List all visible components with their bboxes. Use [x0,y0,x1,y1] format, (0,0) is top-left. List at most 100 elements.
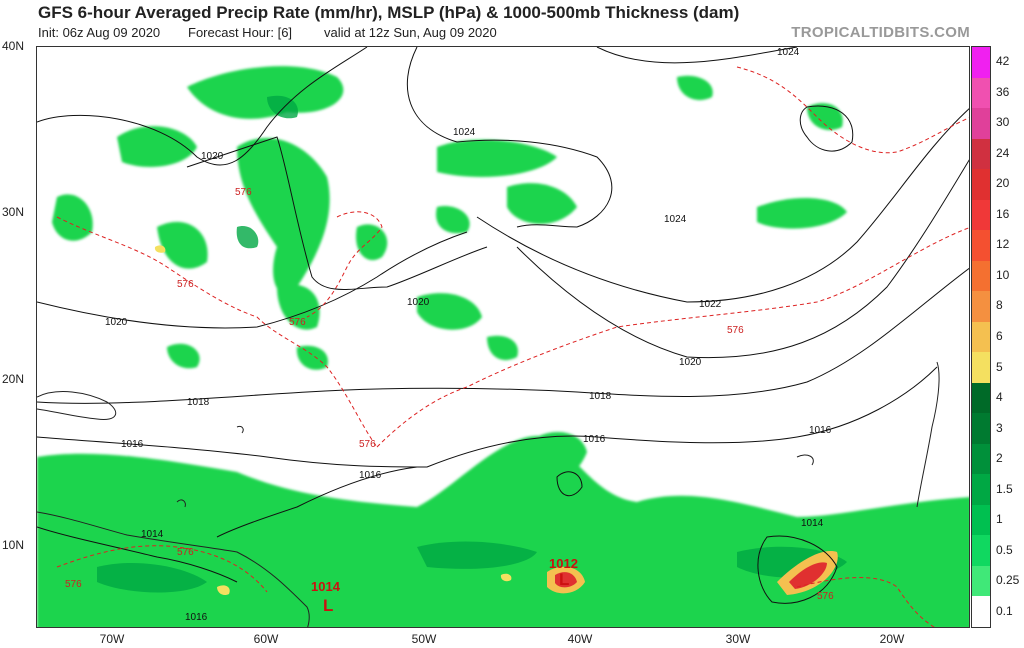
low-pressure-value: 1012 [549,556,578,571]
thickness-576-west [56,216,378,448]
precip-area-itcz [537,432,587,480]
lat-label-30n: 30N [2,205,25,219]
isobar-layer [37,47,969,604]
isobar-label: 1018 [187,397,210,408]
lon-label-60w: 60W [253,632,279,646]
isobar-label: 1014 [141,529,164,540]
colorbar-swatch [972,413,990,444]
precip-colorbar [971,46,991,628]
isobar-label: 1020 [679,357,702,368]
colorbar-swatch [972,108,990,139]
colorbar-label: 5 [996,359,1003,374]
precip-area-north [117,126,197,167]
precip-intense-layer [154,245,838,596]
map-title: GFS 6-hour Averaged Precip Rate (mm/hr),… [38,3,740,22]
isobar-1022 [476,108,969,303]
colorbar-swatch [972,535,990,566]
colorbar-label: 16 [996,206,1010,221]
colorbar-swatch [972,138,990,170]
low-pressure-markers: 1014 L 1012 L [311,556,578,615]
coastline [796,454,814,466]
brand-logo: TROPICALTIDBITS.COM [791,24,970,41]
coastline [37,391,117,421]
lon-label-70w: 70W [99,632,125,646]
map-canvas: 1024 1024 1024 1020 1020 1020 1020 1022 … [37,47,969,627]
thickness-576-east [796,577,935,627]
coastline [916,361,940,508]
isobar-label: 1018 [589,391,612,402]
thickness-label: 576 [177,547,194,558]
thickness-label: 576 [289,317,306,328]
isobar-1014-east [757,535,838,604]
coastline [176,499,186,508]
thickness-576-south [56,545,268,593]
coastline [37,511,310,627]
isobar-1024-east [406,47,613,228]
thickness-576-central [376,227,969,448]
isobar-1016-north [37,366,938,468]
isobar-1018 [37,267,969,404]
isobar-label: 1020 [105,317,128,328]
lon-label-40w: 40W [567,632,593,646]
precip-core [500,573,512,582]
coastline [236,426,244,434]
precip-area-north [436,206,470,234]
isobar-label: 1024 [664,214,687,225]
weather-map: 1024 1024 1024 1020 1020 1020 1020 1022 … [36,46,970,628]
precip-area-north [807,103,843,131]
low-symbol: L [559,570,569,589]
colorbar-label: 1.5 [996,481,1013,496]
isobar-1024-north [596,47,798,64]
precip-area-north [167,343,200,369]
precip-area-itcz [37,541,82,567]
colorbar-swatch [972,169,990,200]
isobar-label: 1016 [583,434,606,445]
precip-cell [417,541,537,569]
colorbar-swatch [972,321,990,353]
colorbar-swatch [972,199,990,231]
lon-label-30w: 30W [725,632,751,646]
colorbar-swatch [972,382,990,414]
isobar-label: 1024 [777,47,800,58]
isobar-1024-ring [799,105,854,152]
colorbar-swatch [972,260,990,292]
lat-label-20n: 20N [2,372,25,386]
colorbar-label: 8 [996,298,1003,313]
colorbar-label: 4 [996,390,1003,405]
coastline-layer [37,361,940,627]
thickness-label: 576 [359,439,376,450]
colorbar-label: 3 [996,420,1003,435]
isobar-1014-west [37,526,238,583]
thickness-label: 576 [177,279,194,290]
isobar-1020-north [186,136,488,290]
precip-area-north [487,335,518,361]
thickness-label: 576 [235,187,252,198]
precip-area-north [296,345,328,370]
precip-core [789,562,827,589]
isobar-1020-east [516,159,969,359]
precip-area-north [157,221,208,269]
precip-core [217,585,230,596]
colorbar-label: 36 [996,84,1010,99]
precip-area-north [677,75,713,101]
valid-time: valid at 12z Sun, Aug 09 2020 [324,25,497,40]
colorbar-swatch [972,565,990,597]
isobar-label: 1024 [453,127,476,138]
colorbar-label: 6 [996,329,1003,343]
precip-area-itcz [37,435,969,627]
thickness-576-north [736,66,969,154]
isobar-label: 1016 [359,470,382,481]
header: GFS 6-hour Averaged Precip Rate (mm/hr),… [0,0,1024,44]
lat-label-10n: 10N [2,538,25,552]
colorbar-label: 2 [996,451,1003,466]
colorbar-label: 30 [996,115,1010,130]
low-symbol: L [323,596,333,615]
precip-area-north [437,139,557,177]
colorbar-label: 10 [996,267,1010,282]
colorbar-swatch [972,443,990,475]
lon-label-50w: 50W [411,632,437,646]
precip-area-north [417,293,482,330]
colorbar-swatch [972,596,990,627]
isobar-label: 1016 [809,425,832,436]
colorbar-label: 12 [996,237,1010,252]
